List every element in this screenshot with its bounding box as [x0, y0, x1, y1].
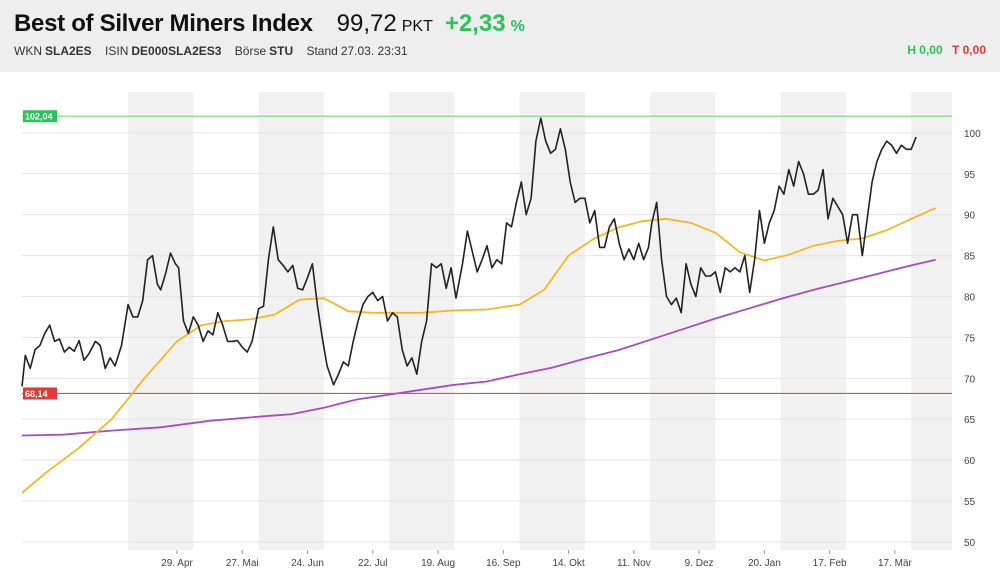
series-lines[interactable] [21, 117, 937, 494]
x-tick-label: 14. Okt [552, 558, 584, 569]
stand-label: Stand [306, 44, 338, 58]
high-low: H 0,00 T 0,00 [907, 43, 986, 57]
last-price: 99,72 [336, 10, 397, 37]
period-band-1 [258, 92, 324, 550]
y-tick-label: 85 [964, 252, 976, 263]
wkn-value: SLA2ES [45, 44, 92, 58]
reference-label-bg-0 [23, 110, 57, 123]
index-title: Best of Silver Miners Index [14, 10, 313, 37]
isin-label: ISIN [105, 44, 129, 58]
y-tick-label: 65 [964, 415, 976, 426]
price-unit: PKT [401, 18, 433, 35]
period-band-6 [911, 92, 952, 550]
reference-label-1: 68,14 [25, 389, 48, 399]
period-band-5 [780, 92, 846, 550]
x-tick-label: 17. Mär [878, 558, 913, 569]
y-tick-label: 75 [964, 333, 976, 344]
reference-lines: 102,04 68,14 [22, 110, 952, 400]
x-tick-label: 17. Feb [813, 558, 847, 569]
x-tick-label: 27. Mai [226, 558, 259, 569]
x-tick-label: 19. Aug [421, 558, 455, 569]
period-band-0 [128, 92, 194, 550]
period-band-4 [650, 92, 716, 550]
reference-label-bg-1 [23, 387, 57, 400]
isin-value: DE000SLA2ES3 [131, 44, 222, 58]
period-bands [128, 92, 952, 550]
y-tick-label: 55 [964, 497, 976, 508]
y-tick-label: 70 [964, 374, 976, 385]
title-row: Best of Silver Miners Index 99,72 PKT +2… [14, 10, 525, 38]
change-unit: % [510, 18, 525, 35]
quote-header: Best of Silver Miners Index 99,72 PKT +2… [0, 0, 1000, 72]
moving-average-slow-line[interactable] [21, 258, 936, 437]
x-tick-label: 24. Jun [291, 558, 324, 569]
moving-average-fast-line[interactable] [21, 207, 937, 494]
y-tick-label: 95 [964, 170, 976, 181]
x-tick-label: 29. Apr [161, 558, 193, 569]
x-axis: 29. Apr 27. Mai 24. Jun 22. Jul 19. Aug 16. S… [161, 550, 913, 569]
y-tick-label: 50 [964, 538, 976, 549]
x-tick-label: 9. Dez [685, 558, 714, 569]
price-change: +2,33 [444, 10, 506, 37]
price-line[interactable] [21, 117, 917, 387]
reference-label-0: 102,04 [25, 112, 53, 122]
day-high: H 0,00 [907, 43, 943, 57]
exchange-label: Börse [234, 44, 267, 58]
price-chart[interactable]: 102,04 68,14 50 55 60 65 70 75 80 85 90 95 100 29. … [0, 72, 1000, 574]
x-tick-label: 16. Sep [486, 558, 521, 569]
day-low: T 0,00 [951, 43, 986, 57]
y-tick-label: 80 [964, 292, 976, 303]
x-tick-label: 11. Nov [617, 558, 651, 569]
exchange-value: STU [269, 44, 294, 58]
instrument-meta: WKN SLA2ES ISIN DE000SLA2ES3 Börse STU Stan… [14, 44, 408, 58]
x-tick-label: 22. Jul [358, 558, 387, 569]
period-band-3 [519, 92, 585, 550]
period-band-2 [389, 92, 455, 550]
y-tick-label: 60 [964, 456, 976, 467]
stand-value: 27.03. 23:31 [340, 44, 408, 58]
wkn-label: WKN [14, 44, 42, 58]
y-tick-label: 90 [964, 211, 976, 222]
y-axis: 50 55 60 65 70 75 80 85 90 95 100 [964, 129, 981, 549]
x-tick-label: 20. Jan [748, 558, 781, 569]
y-tick-label: 100 [964, 129, 981, 140]
grid-lines [22, 132, 952, 543]
